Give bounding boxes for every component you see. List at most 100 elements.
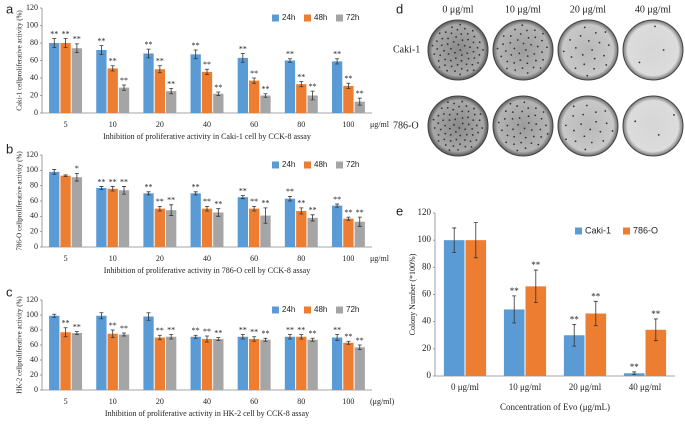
colony: [521, 110, 524, 113]
colony: [458, 127, 461, 129]
y-tick-label: 0: [34, 385, 38, 394]
error-bar: [287, 196, 292, 202]
bar: [71, 48, 83, 113]
colony: [516, 39, 519, 41]
y-tick-label: 20: [30, 370, 38, 379]
colony: [471, 127, 474, 130]
legend-label: 72h: [346, 305, 359, 314]
y-tick-label: 80: [30, 180, 38, 189]
y-tick-label: 0: [427, 370, 432, 380]
colony: [463, 44, 466, 47]
significance-label: **: [167, 79, 175, 88]
significance-label: **: [344, 332, 352, 341]
error-bar: [357, 216, 362, 227]
bar: [237, 57, 248, 113]
colony: [500, 129, 503, 132]
colony: [583, 135, 586, 138]
error-bar: [452, 227, 457, 253]
colony: [604, 31, 607, 33]
bar: [260, 339, 271, 390]
error-bar: [310, 214, 315, 222]
unit-label: μg/ml: [370, 120, 390, 129]
colony: [569, 38, 571, 41]
colony: [446, 69, 449, 72]
colony: [449, 133, 452, 136]
colony: [509, 102, 512, 105]
colony: [457, 43, 460, 46]
bar: [190, 336, 201, 390]
y-axis-label: HK-2 cellproliferative activity (%): [16, 296, 24, 394]
colony: [611, 130, 614, 132]
error-bar: [146, 312, 151, 321]
colony: [532, 66, 535, 69]
significance-label: **: [356, 208, 364, 217]
x-tick-label: 10: [109, 120, 117, 129]
colony: [463, 139, 466, 141]
bar: [307, 95, 318, 113]
colony: [457, 148, 459, 151]
colony: [524, 136, 527, 139]
significance-label: **: [156, 57, 164, 66]
bar: [71, 177, 83, 247]
bar: [354, 101, 365, 113]
significance-label: **: [73, 35, 81, 44]
error-bar: [512, 295, 517, 324]
colony: [454, 70, 456, 73]
significance-label: **: [510, 286, 520, 296]
error-bar: [216, 91, 221, 96]
colony: [572, 105, 575, 108]
bar: [465, 240, 487, 376]
colony: [524, 147, 527, 150]
significance-label: **: [344, 74, 352, 83]
significance-label: **: [570, 314, 580, 324]
y-tick-label: 20: [30, 90, 38, 99]
colony: [464, 145, 467, 148]
colony: [532, 135, 535, 138]
colony: [514, 69, 517, 71]
significance-label: **: [309, 206, 317, 215]
colony: [466, 32, 469, 35]
bar: [166, 210, 177, 247]
error-bar: [346, 340, 351, 345]
colony: [505, 141, 508, 144]
significance-label: **: [630, 362, 640, 372]
colony: [516, 149, 519, 152]
colony: [534, 36, 537, 39]
x-tick-label: 40: [203, 120, 211, 129]
colony: [519, 33, 522, 35]
error-bar: [335, 334, 340, 341]
row-label: Caki-1: [393, 44, 420, 55]
x-tick-label: 40 μg/ml: [629, 382, 662, 392]
colony: [562, 50, 565, 53]
colony: [467, 110, 470, 113]
significance-label: **: [333, 50, 341, 59]
colony: [537, 143, 540, 146]
significance-label: **: [239, 186, 247, 195]
legend-label: 72h: [346, 13, 359, 22]
colony: [570, 56, 573, 58]
error-bar: [357, 344, 362, 350]
error-bar: [63, 38, 68, 48]
colony: [638, 61, 641, 64]
error-bar: [357, 97, 362, 106]
significance-label: **: [167, 196, 175, 205]
error-bar: [310, 337, 315, 342]
colony: [580, 123, 583, 126]
colony: [454, 131, 457, 133]
colony: [526, 29, 528, 32]
significance-label: **: [192, 183, 200, 192]
colony: [475, 139, 478, 142]
colony: [534, 114, 537, 117]
significance-label: **: [286, 50, 294, 59]
colony: [444, 144, 447, 146]
colony: [519, 132, 522, 135]
colony: [591, 49, 594, 51]
error-bar: [110, 65, 115, 72]
x-tick-label: 20: [156, 397, 164, 406]
colony: [472, 41, 475, 44]
colony: [443, 112, 445, 115]
colony: [514, 28, 516, 31]
legend-label: 24h: [282, 305, 295, 314]
colony: [476, 46, 479, 49]
bar: [190, 54, 201, 113]
